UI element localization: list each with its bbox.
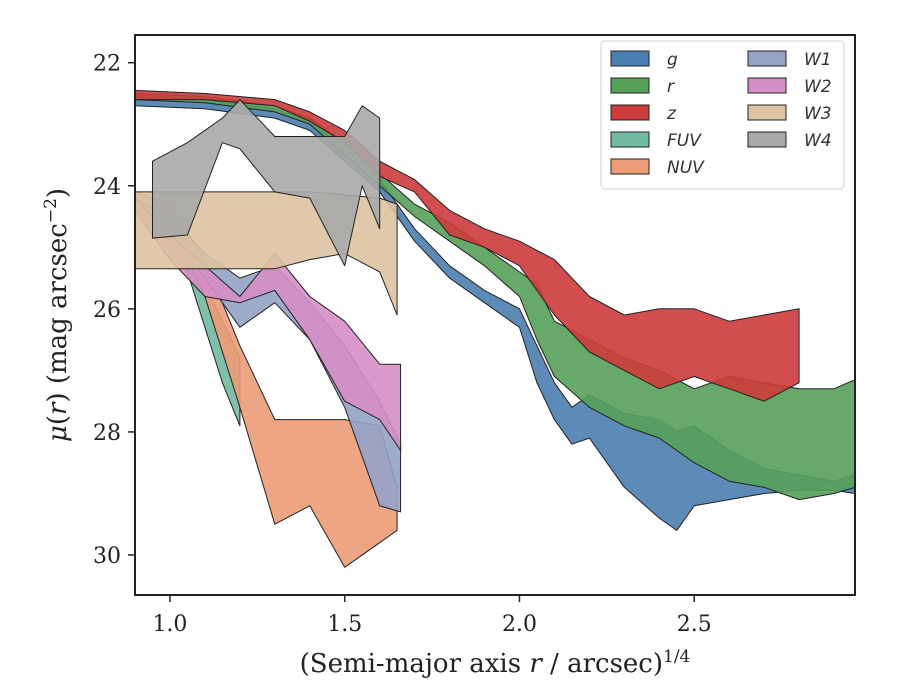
- legend-label-w2: W2: [804, 77, 832, 97]
- legend-swatch-g: [610, 50, 650, 67]
- y-tick-label: 22: [93, 52, 121, 77]
- legend-swatch-nuv: [610, 158, 650, 175]
- legend-label-w3: W3: [804, 104, 832, 124]
- x-tick-label: 1.5: [327, 612, 362, 637]
- legend-swatch-z: [610, 104, 650, 121]
- legend-label-fuv: FUV: [667, 131, 702, 151]
- legend-label-w4: W4: [804, 131, 832, 151]
- legend-swatch-fuv: [610, 131, 650, 148]
- ticks-layer: 1.0 1.5 2.0 2.5 22 24 26 28 30: [93, 52, 712, 637]
- x-axis-label: (Semi-major axis r / arcsec)1/4: [300, 647, 691, 679]
- y-tick-label: 24: [93, 175, 121, 200]
- legend-label-r: r: [667, 77, 675, 97]
- plot-frame: [134, 34, 856, 596]
- legend-label-nuv: NUV: [667, 158, 705, 178]
- legend-swatch-w2: [747, 77, 787, 94]
- y-tick-label: 26: [93, 298, 121, 323]
- legend-swatch-w1: [747, 50, 787, 67]
- y-axis-label: μ(r) (mag arcsec−2): [41, 188, 73, 442]
- legend-label-z: z: [666, 104, 677, 124]
- y-tick-label: 28: [93, 421, 121, 446]
- legend-swatch-w3: [747, 104, 787, 121]
- legend-label-w1: W1: [804, 50, 832, 70]
- y-tick-label: 30: [93, 544, 121, 569]
- series-band-w4: [152, 99, 381, 267]
- legend-swatch-w4: [747, 131, 787, 148]
- x-tick-label: 2.5: [677, 612, 712, 637]
- legend-label-g: g: [667, 50, 678, 70]
- legend: grz FUV NUV W1 W2 W3 W4: [600, 40, 845, 190]
- x-tick-label: 2.0: [502, 612, 537, 637]
- x-tick-label: 1.0: [152, 612, 187, 637]
- series-band-w2: [135, 197, 402, 451]
- legend-swatch-r: [610, 77, 650, 94]
- series-layer: [135, 89, 855, 568]
